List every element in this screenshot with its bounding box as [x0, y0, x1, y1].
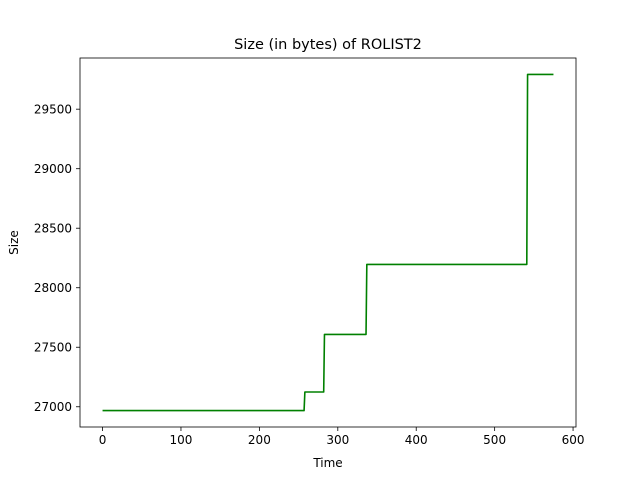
x-tick-label: 400	[405, 433, 428, 447]
chart-title: Size (in bytes) of ROLIST2	[234, 37, 422, 53]
x-tick-label: 0	[99, 433, 107, 447]
plot-area	[102, 73, 554, 412]
x-tick-label: 600	[562, 433, 585, 447]
y-tick-label: 29000	[34, 162, 72, 176]
x-axis-title: Time	[312, 456, 342, 470]
y-tick-label: 28500	[34, 222, 72, 236]
x-axis: 0 100 200 300 400 500 600	[99, 427, 585, 447]
y-axis: 27000 27500 28000 28500 29000 29500	[34, 102, 80, 414]
y-tick-label: 28000	[34, 281, 72, 295]
y-tick-label: 27500	[34, 341, 72, 355]
y-axis-title: Size	[7, 230, 21, 255]
axes-frame	[79, 57, 577, 428]
x-tick-label: 300	[326, 433, 349, 447]
y-tick-label: 29500	[34, 102, 72, 116]
y-tick-label: 27000	[34, 400, 72, 414]
x-tick-label: 200	[248, 433, 271, 447]
x-tick-label: 500	[483, 433, 506, 447]
x-tick-label: 100	[170, 433, 193, 447]
series-line-0	[102, 73, 554, 412]
